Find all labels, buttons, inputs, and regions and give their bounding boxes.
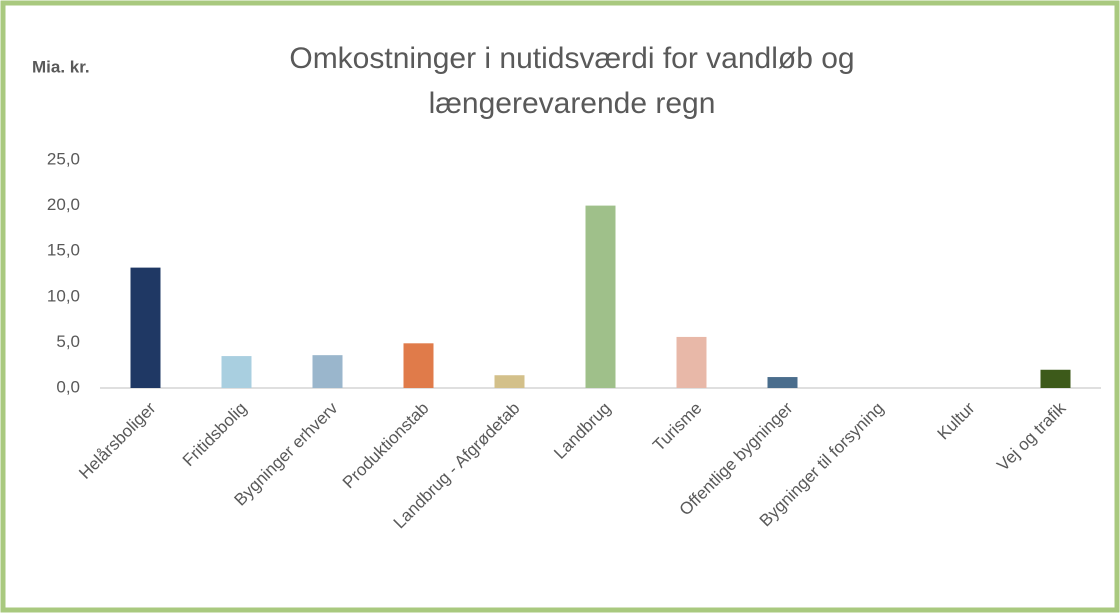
y-tick-label: 10,0 (47, 286, 80, 305)
y-tick-label: 20,0 (47, 195, 80, 214)
y-tick-label: 15,0 (47, 241, 80, 260)
y-axis-label: Mia. kr. (32, 57, 90, 76)
bar (494, 375, 525, 388)
chart-title: Omkostninger i nutidsværdi for vandløb o… (289, 42, 854, 75)
bar (221, 356, 252, 388)
bar (1040, 369, 1071, 388)
bar (585, 205, 616, 388)
bar (403, 343, 434, 388)
y-tick-label: 5,0 (56, 332, 80, 351)
bar (312, 355, 343, 388)
bar (130, 267, 161, 388)
y-tick-label: 0,0 (56, 377, 80, 396)
bar (767, 377, 798, 388)
bar (676, 336, 707, 388)
y-tick-label: 25,0 (47, 149, 80, 168)
chart-title: længerevarende regn (429, 87, 716, 120)
